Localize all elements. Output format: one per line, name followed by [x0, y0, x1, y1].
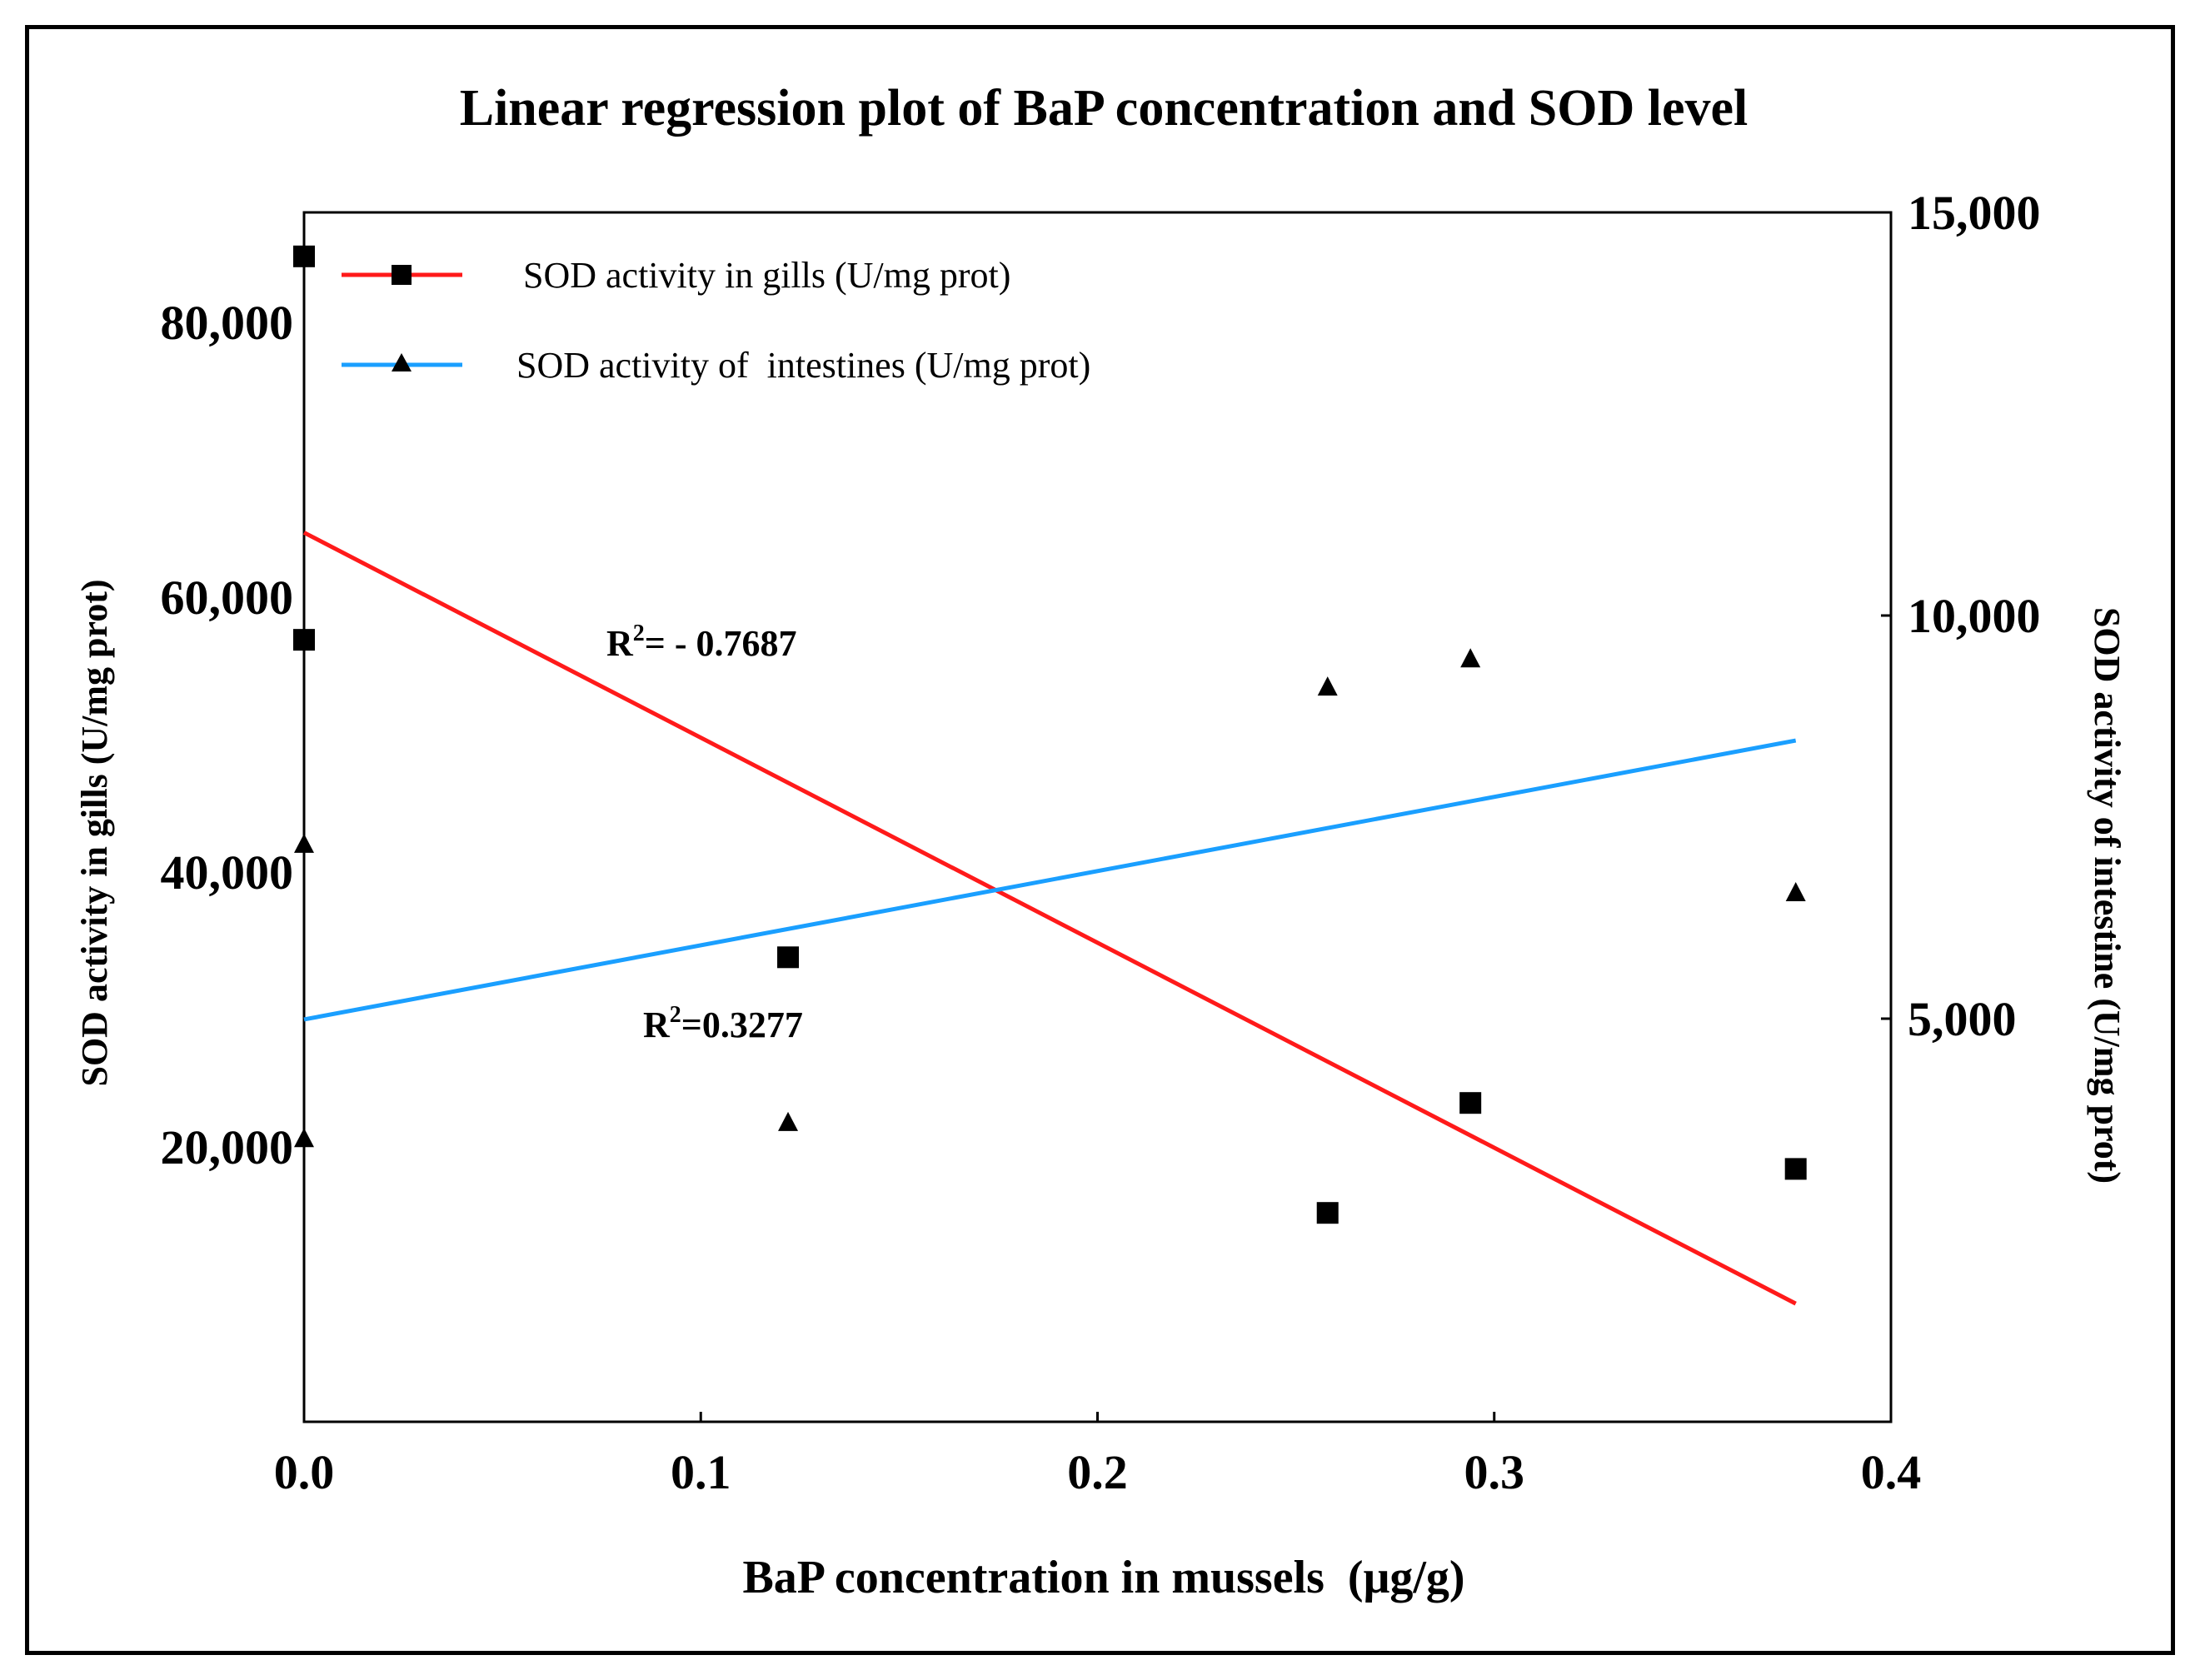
y-left-tick-label: 40,000: [161, 845, 294, 900]
r-squared-intestines: R2=0.3277: [643, 1002, 803, 1045]
figure-frame: [25, 25, 2175, 1655]
fit-line-gills: [302, 531, 1797, 1306]
point-gills: [1784, 1158, 1807, 1180]
point-gills: [1459, 1092, 1482, 1114]
point-gills: [293, 245, 315, 267]
y-left-axis-label: SOD activity in gills (U/mg prot): [74, 579, 115, 1086]
point-gills: [1316, 1202, 1339, 1224]
legend-triangle-marker: [392, 353, 412, 371]
r-superscript: 2: [670, 1002, 681, 1028]
r-value: = - 0.7687: [645, 623, 797, 664]
legend-square-marker: [392, 265, 412, 285]
x-tick-label: 0.0: [274, 1445, 335, 1499]
y-left-tick-label: 80,000: [161, 296, 294, 350]
x-tick-label: 0.4: [1861, 1445, 1922, 1499]
x-axis-label: BaP concentration in mussels (μg/g): [742, 1552, 1464, 1603]
point-intestines: [1317, 676, 1338, 696]
y-right-tick-label: 5,000: [1908, 992, 2017, 1046]
legend: SOD activity in gills (U/mg prot) SOD ac…: [342, 255, 1090, 386]
point-gills: [777, 946, 800, 969]
data-points: [293, 245, 1807, 1224]
chart-title: Linear regression plot of BaP concentrat…: [460, 80, 1749, 137]
point-intestines: [1785, 881, 1806, 901]
x-axis-ticks: 0.0 0.1 0.2 0.3 0.4: [274, 1412, 1922, 1499]
y-right-axis-ticks: 5,000 10,000 15,000: [1881, 186, 2041, 1046]
plot-area: [302, 211, 1893, 1423]
r-symbol: R: [643, 1005, 671, 1045]
legend-label-gills: SOD activity in gills (U/mg prot): [523, 255, 1010, 296]
legend-label-intestines: SOD activity of intestines (U/mg prot): [516, 345, 1090, 386]
x-tick-label: 0.1: [671, 1445, 731, 1499]
fit-lines: [302, 531, 1797, 1306]
y-right-axis-label: SOD activity of intestine (U/mg prot): [2087, 607, 2128, 1184]
r-superscript: 2: [633, 621, 645, 646]
x-tick-label: 0.3: [1464, 1445, 1525, 1499]
point-intestines: [1460, 648, 1481, 668]
x-tick-label: 0.2: [1067, 1445, 1128, 1499]
fit-line-intestines: [303, 738, 1797, 1022]
y-right-tick-label: 10,000: [1908, 589, 2041, 643]
point-gills: [293, 629, 315, 651]
r-value: =0.3277: [681, 1005, 803, 1045]
point-intestines: [778, 1111, 799, 1131]
y-left-axis-ticks: 20,000 40,000 60,000 80,000: [161, 296, 294, 1174]
r-squared-gills: R2= - 0.7687: [606, 621, 797, 664]
y-right-tick-label: 15,000: [1908, 186, 2041, 240]
y-left-tick-label: 60,000: [161, 571, 294, 625]
y-left-tick-label: 20,000: [161, 1120, 294, 1174]
r-symbol: R: [606, 623, 634, 664]
point-intestines: [294, 833, 314, 853]
point-intestines: [294, 1128, 314, 1148]
